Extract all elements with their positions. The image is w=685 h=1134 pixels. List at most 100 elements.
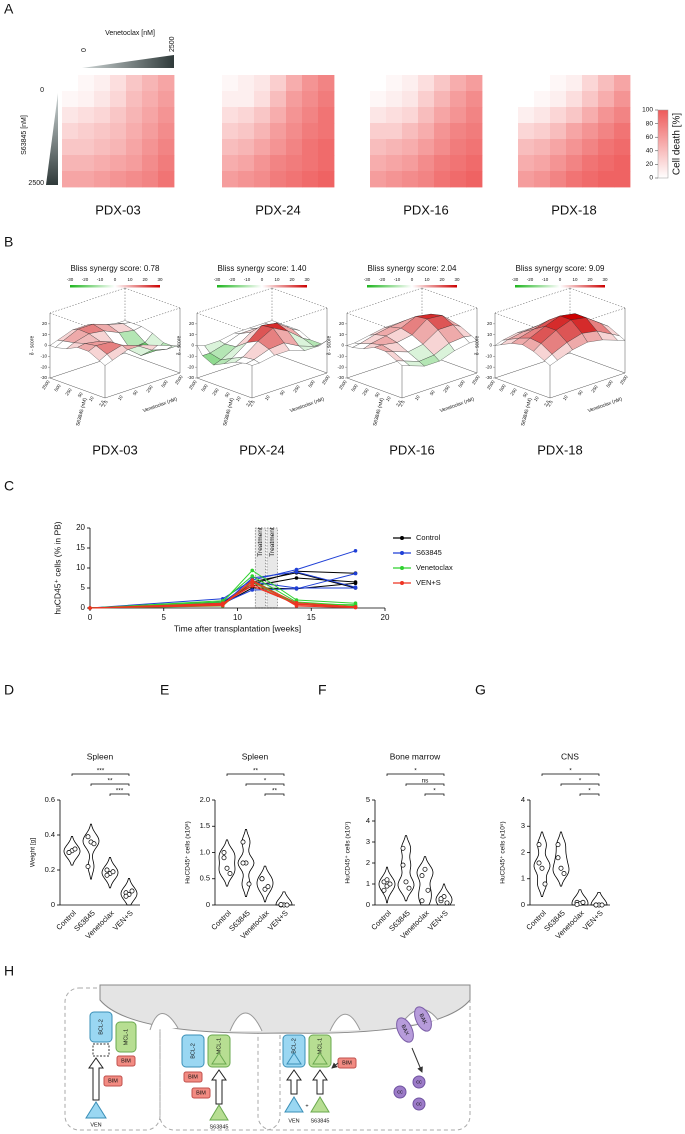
y-axis-label: Weight [g]: [30, 838, 37, 867]
x-tick-label: 250: [590, 384, 599, 393]
heatmap-cell: [450, 139, 467, 156]
y-tick-label: 3: [366, 837, 370, 846]
box-edge: [104, 372, 181, 399]
point: [220, 603, 225, 608]
cc-label: cc: [397, 1089, 403, 1095]
protein-label: BIM: [188, 1074, 198, 1080]
y-tick-label: 4: [521, 795, 525, 804]
bim: [183, 1071, 203, 1083]
heatmap-cell: [534, 75, 551, 92]
z-axis-label: δ - score: [176, 336, 182, 356]
box-edge: [569, 287, 626, 309]
heatmap-cell: [318, 75, 335, 92]
x-tick-label: 0: [81, 48, 88, 52]
x-tick-label: 50: [279, 389, 286, 396]
plus: +: [305, 1103, 308, 1109]
heatmap-cell: [222, 107, 239, 124]
heatmap-cell: [518, 155, 535, 172]
heatmap-cell: [582, 91, 599, 108]
surface-cell: [246, 359, 260, 366]
heatmap-cell: [238, 75, 255, 92]
point: [403, 879, 409, 885]
point: [593, 902, 599, 908]
point: [246, 881, 252, 887]
panel-label: F: [318, 682, 327, 698]
point: [558, 865, 564, 871]
heatmap-cell: [110, 155, 127, 172]
heatmap-cell: [450, 75, 467, 92]
mechanism-diagram: BCL-2 MCL-1 BIM BIM VEN BCL-2 MCL-1 BIM …: [64, 984, 471, 1131]
point: [438, 896, 444, 902]
y-tick-label: 10: [76, 563, 85, 572]
point: [250, 578, 255, 582]
heatmap-cell: [418, 91, 435, 108]
legend-tick-label: -30: [214, 277, 221, 282]
point: [240, 860, 246, 866]
heatmap-cell: [110, 139, 127, 156]
y-tick-label: 50: [374, 391, 381, 398]
heatmap-cell: [534, 123, 551, 140]
mcl1: [115, 1021, 137, 1053]
significance-bracket: [71, 773, 130, 776]
violin-title: CNS: [561, 751, 579, 761]
heatmap-cell: [270, 91, 287, 108]
z-tick-label: 10: [339, 332, 345, 337]
point: [419, 873, 425, 879]
legend-label: S63845: [416, 548, 442, 557]
point: [91, 841, 97, 847]
heatmap-cell: [598, 91, 615, 108]
mitochondrion: [99, 984, 471, 1034]
x-tick-label: 500: [457, 379, 466, 388]
heatmap-cell: [302, 75, 319, 92]
point: [555, 855, 561, 861]
cytochrome-c: [412, 1097, 426, 1111]
y-tick-label: 2: [521, 847, 525, 856]
x-tick-label: 5: [162, 613, 167, 622]
heatmap-cell: [450, 123, 467, 140]
violin: [218, 839, 236, 887]
x-tick-label: 250: [292, 384, 301, 393]
heatmap-cell: [370, 91, 387, 108]
drug-label: VEN: [90, 1122, 101, 1128]
heatmap-cell: [450, 91, 467, 108]
heatmap-cell: [78, 123, 95, 140]
legend-tick-label: -30: [67, 277, 74, 282]
box-edge: [494, 377, 551, 399]
violin: [435, 883, 453, 906]
heatmap-cell: [614, 91, 631, 108]
z-tick-label: 0: [341, 343, 344, 348]
point: [104, 872, 110, 878]
heatmap-cell: [370, 139, 387, 156]
cristae: [149, 1009, 439, 1032]
y-tick-label: 500: [53, 383, 62, 392]
point: [110, 869, 116, 875]
heatmap-cell: [302, 139, 319, 156]
heatmap-cell: [402, 91, 419, 108]
surface-cell: [396, 360, 410, 366]
heatmap-cell: [62, 91, 79, 108]
y-axis-label: S63845 [nM]: [21, 115, 28, 155]
x-tick-label: 2500: [471, 374, 481, 385]
point: [353, 571, 358, 576]
heatmap-cell: [386, 75, 403, 92]
point: [250, 584, 255, 588]
box-edge: [494, 287, 571, 314]
violin: [533, 831, 551, 897]
point: [353, 605, 358, 610]
heatmap-cell: [158, 171, 175, 188]
heatmap-cell: [566, 171, 583, 188]
heatmap-cell: [62, 107, 79, 124]
heatmap-cell: [598, 123, 615, 140]
heatmap-cell: [110, 91, 127, 108]
x-tick-label: 250: [442, 384, 451, 393]
y-tick-label: 1.0: [200, 847, 210, 856]
z-tick-label: -30: [485, 375, 492, 380]
heatmap-cell: [62, 155, 79, 172]
significance-bracket: [541, 773, 600, 776]
dose-wedge: [82, 55, 174, 68]
heatmap-cell: [318, 155, 335, 172]
heatmap-cell: [286, 123, 303, 140]
protein-label: BAK: [418, 1013, 428, 1026]
